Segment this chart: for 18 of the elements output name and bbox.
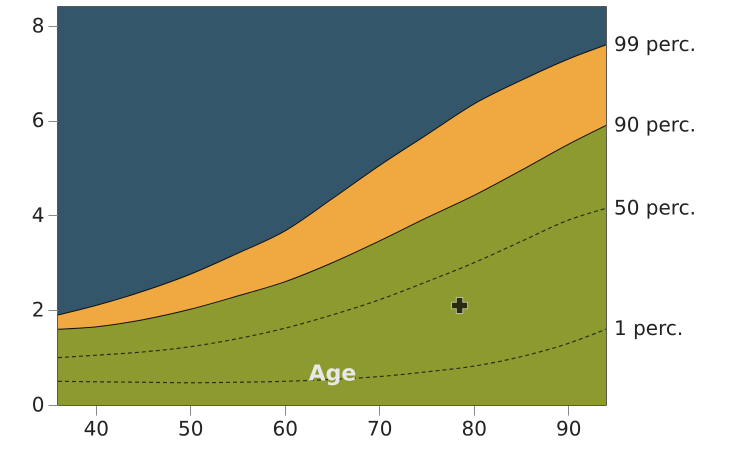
y-tick-label: 6	[32, 108, 44, 132]
y-tick-label: 0	[32, 392, 44, 416]
x-tick-label: 50	[178, 416, 204, 440]
y-tick-label: 4	[32, 202, 44, 227]
x-tick-label: 80	[462, 416, 487, 440]
series-label: 99 perc.	[614, 32, 696, 56]
y-tick-label: 8	[32, 13, 44, 38]
x-tick-label: 70	[367, 416, 392, 440]
line-series	[57, 208, 607, 358]
y-tick-label: 2	[32, 298, 44, 322]
x-tick-label: 40	[84, 416, 110, 440]
x-tick-label: 90	[556, 416, 582, 440]
x-axis-title: Age	[308, 362, 356, 386]
x-tick-label: 60	[272, 416, 298, 440]
series-label: 1 perc.	[614, 316, 684, 340]
line-series	[57, 328, 607, 384]
series-label: 50 perc.	[614, 195, 696, 220]
series-label: 90 perc.	[614, 112, 696, 136]
